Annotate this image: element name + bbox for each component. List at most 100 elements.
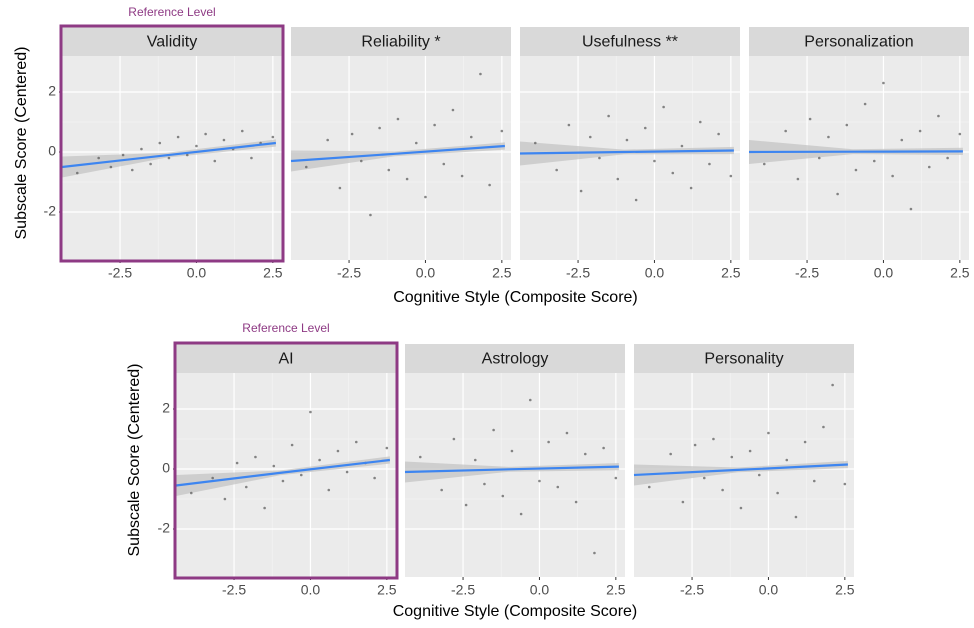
scatter-point bbox=[387, 168, 391, 172]
y-tick-label: 0 bbox=[162, 460, 170, 476]
scatter-point bbox=[327, 488, 331, 492]
scatter-point bbox=[373, 476, 376, 480]
scatter-point bbox=[460, 174, 464, 178]
scatter-point bbox=[140, 147, 143, 151]
scatter-point bbox=[338, 186, 342, 190]
scatter-point bbox=[762, 162, 766, 166]
x-tick-label: 0.0 bbox=[416, 265, 436, 281]
x-tick-label: 0.0 bbox=[301, 582, 321, 598]
scatter-point bbox=[222, 138, 226, 142]
scatter-point bbox=[500, 129, 504, 133]
scatter-point bbox=[882, 81, 885, 85]
scatter-point bbox=[739, 506, 743, 510]
confidence-band bbox=[520, 141, 734, 166]
scatter-point bbox=[614, 476, 618, 480]
strip-background bbox=[291, 27, 511, 56]
fit-line bbox=[633, 463, 848, 477]
facet-panel: Personalization -2.5 0.0 2.5 bbox=[748, 27, 970, 281]
scatter-point bbox=[803, 440, 807, 444]
scatter-point bbox=[784, 129, 787, 133]
reference-annotation: Reference Level bbox=[128, 5, 215, 19]
scatter-point bbox=[729, 174, 733, 178]
scatter-point bbox=[501, 494, 505, 498]
scatter-point bbox=[653, 159, 656, 163]
reference-annotation: Reference Level bbox=[242, 321, 329, 335]
strip-background bbox=[405, 344, 625, 373]
x-tick-label: -2.5 bbox=[680, 582, 704, 598]
scatter-point bbox=[479, 72, 482, 76]
scatter-point bbox=[75, 171, 79, 175]
scatter-point bbox=[533, 141, 537, 145]
scatter-point bbox=[244, 485, 248, 489]
facet-panel: AI -2.5 0.0 2.5 -2 0 2 bbox=[158, 344, 397, 598]
scatter-point bbox=[583, 452, 587, 456]
scatter-point bbox=[109, 165, 113, 169]
scatter-point bbox=[433, 123, 436, 127]
scatter-point bbox=[195, 144, 198, 148]
strip-background bbox=[634, 344, 854, 373]
reference-highlight bbox=[59, 24, 285, 263]
scatter-point bbox=[693, 443, 697, 447]
scatter-point bbox=[149, 162, 152, 166]
scatter-point bbox=[240, 129, 244, 133]
x-tick-label: 0.0 bbox=[874, 265, 894, 281]
scatter-point bbox=[680, 144, 684, 148]
scatter-point bbox=[185, 153, 189, 157]
x-tick-label: -2.5 bbox=[795, 265, 819, 281]
scatter-point bbox=[519, 512, 523, 516]
scatter-point bbox=[263, 506, 266, 510]
scatter-point bbox=[918, 129, 922, 133]
strip-title: Usefulness ** bbox=[582, 34, 678, 51]
scatter-point bbox=[528, 398, 532, 402]
strip-background bbox=[176, 344, 396, 373]
scatter-point bbox=[547, 440, 550, 444]
scatter-point bbox=[827, 135, 830, 139]
strip-title: Personalization bbox=[804, 34, 913, 51]
x-tick-label: 2.5 bbox=[835, 582, 855, 598]
strip-background bbox=[520, 27, 740, 56]
scatter-point bbox=[958, 132, 962, 136]
scatter-point bbox=[488, 183, 491, 187]
fit-line bbox=[175, 458, 391, 487]
x-tick-label: 0.0 bbox=[759, 582, 779, 598]
scatter-point bbox=[598, 156, 601, 160]
scatter-point bbox=[836, 192, 839, 196]
scatter-point bbox=[900, 138, 904, 142]
strip-background bbox=[749, 27, 969, 56]
scatter-point bbox=[405, 177, 409, 181]
scatter-point bbox=[891, 174, 894, 178]
scatter-point bbox=[204, 132, 207, 136]
fit-line bbox=[519, 149, 734, 155]
scatter-point bbox=[822, 425, 825, 429]
scatter-point bbox=[712, 437, 715, 441]
scatter-point bbox=[354, 440, 358, 444]
strip-title: Validity bbox=[147, 34, 197, 51]
scatter-point bbox=[281, 479, 285, 483]
scatter-point bbox=[721, 488, 724, 492]
scatter-point bbox=[290, 443, 294, 447]
scatter-point bbox=[681, 500, 685, 504]
scatter-point bbox=[662, 105, 665, 109]
scatter-point bbox=[473, 458, 477, 462]
scatter-point bbox=[702, 476, 706, 480]
scatter-point bbox=[625, 138, 629, 142]
scatter-point bbox=[579, 189, 583, 193]
scatter-point bbox=[607, 114, 610, 118]
x-axis-title: Cognitive Style (Composite Score) bbox=[393, 289, 638, 306]
scatter-point bbox=[271, 135, 275, 139]
confidence-band bbox=[405, 461, 619, 483]
y-axis-title: Subscale Score (Centered) bbox=[13, 47, 30, 240]
fit-line bbox=[404, 465, 619, 474]
scatter-point bbox=[396, 117, 400, 121]
scatter-point bbox=[708, 162, 711, 166]
scatter-point bbox=[385, 446, 389, 450]
scatter-point bbox=[776, 491, 779, 495]
fit-line bbox=[61, 141, 277, 169]
scatter-point bbox=[796, 177, 800, 181]
x-tick-label: 0.0 bbox=[530, 582, 550, 598]
scatter-point bbox=[567, 123, 571, 127]
scatter-point bbox=[538, 479, 541, 483]
fit-line bbox=[290, 144, 505, 163]
scatter-point bbox=[369, 213, 372, 217]
x-axis-title: Cognitive Style (Composite Score) bbox=[393, 603, 638, 620]
